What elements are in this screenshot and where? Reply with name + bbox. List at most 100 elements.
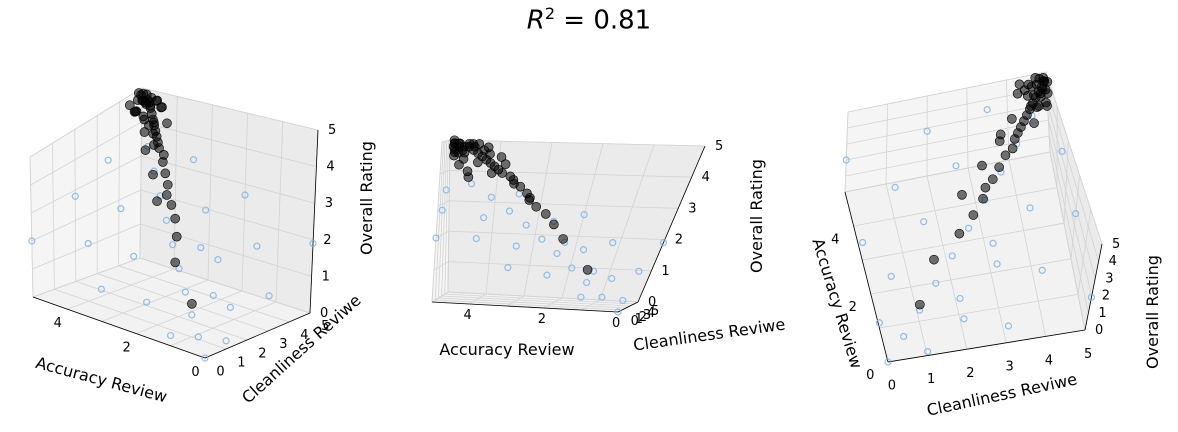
- z-tick-label: 5: [1112, 237, 1120, 252]
- x-axis-label: Accuracy Review: [439, 340, 574, 359]
- predicted-point: [265, 292, 273, 300]
- observed-point: [582, 265, 593, 275]
- predicted-point: [505, 207, 514, 215]
- grid-line: [438, 141, 446, 299]
- predicted-point: [989, 239, 997, 247]
- predicted-point: [964, 224, 973, 232]
- observed-point: [496, 152, 507, 162]
- x-tick-label: 4: [54, 316, 62, 331]
- y-tick-label: 1: [635, 312, 643, 327]
- predicted-point: [226, 303, 234, 311]
- z-tick-label: 0: [648, 295, 656, 310]
- predicted-point: [993, 260, 1001, 268]
- predicted-point: [166, 331, 175, 340]
- x-tick-label: 2: [538, 312, 546, 327]
- observed-point: [133, 88, 144, 98]
- predicted-point: [1087, 293, 1096, 301]
- y-tick-label: 0: [216, 364, 224, 379]
- predicted-point: [309, 239, 317, 248]
- observed-point: [473, 157, 483, 168]
- z-tick-label: 4: [1109, 254, 1117, 269]
- grid-line: [1045, 71, 1103, 245]
- x-tick-label: 0: [612, 316, 620, 331]
- observed-point: [531, 201, 542, 212]
- grid-line: [275, 121, 284, 303]
- observed-point: [158, 157, 168, 167]
- y-tick-label: 2: [966, 366, 974, 381]
- predicted-point: [900, 332, 908, 341]
- observed-point: [954, 228, 965, 239]
- grid-line: [966, 87, 969, 169]
- grid-line: [599, 144, 655, 301]
- grid-line: [885, 103, 888, 185]
- y-tick-label: 0: [888, 378, 896, 393]
- observed-point: [162, 118, 172, 129]
- grid-line: [1048, 119, 1093, 296]
- predicted-point: [522, 221, 530, 229]
- y-tick-label: 5: [321, 319, 329, 334]
- observed-point: [968, 210, 979, 220]
- grid-line: [523, 142, 553, 297]
- predicted-point: [28, 237, 36, 245]
- y-axis-label: Cleanliness Reviwe: [925, 369, 1079, 419]
- observed-point: [1035, 88, 1046, 99]
- x-axis-label: Accuracy Review: [34, 353, 170, 406]
- grid-line: [207, 104, 213, 281]
- predicted-point: [1072, 210, 1080, 218]
- grid-line: [967, 167, 1007, 343]
- predicted-point: [438, 206, 446, 214]
- observed-point: [525, 193, 535, 203]
- y-tick-label: 4: [1045, 353, 1053, 368]
- grid-line: [1077, 209, 1092, 295]
- observed-point: [156, 102, 166, 113]
- grid-line: [879, 294, 1079, 329]
- grid-line: [141, 87, 319, 131]
- predicted-point: [71, 192, 79, 200]
- predicted-point: [842, 156, 850, 164]
- predicted-point: [1038, 266, 1046, 274]
- z-tick-label: 1: [322, 269, 330, 284]
- title-superscript: 2: [544, 4, 556, 23]
- predicted-point: [580, 211, 588, 219]
- observed-point: [486, 168, 497, 178]
- observed-point: [458, 145, 468, 155]
- predicted-point: [923, 127, 931, 135]
- y-tick-label: 0: [631, 314, 639, 329]
- predicted-point: [887, 272, 895, 280]
- y-tick-label: 3: [279, 337, 287, 352]
- grid-line: [101, 279, 209, 322]
- z-tick-label: 0: [320, 306, 328, 321]
- z-tick-label: 2: [675, 233, 683, 248]
- observed-point: [1007, 114, 1017, 124]
- predicted-point: [222, 337, 230, 345]
- observed-point: [166, 200, 177, 210]
- predicted-point: [598, 293, 606, 301]
- grid-line: [136, 290, 243, 334]
- predicted-point: [117, 205, 125, 213]
- grid-line: [31, 189, 141, 242]
- observed-point: [144, 120, 154, 131]
- z-axis-label: Overall Rating: [357, 141, 376, 255]
- predicted-point: [920, 218, 928, 226]
- x-tick-label: 2: [123, 340, 131, 355]
- observed-point: [1029, 118, 1039, 128]
- predicted-point: [201, 354, 209, 362]
- grid-line: [1048, 135, 1089, 313]
- predicted-point: [181, 288, 189, 296]
- grid-line: [885, 183, 928, 356]
- grid-line: [435, 230, 449, 239]
- grid-line: [30, 121, 142, 186]
- title-prefix: R: [526, 5, 545, 36]
- x-axis-line: [431, 301, 619, 313]
- grid-line: [438, 297, 627, 309]
- observed-point: [497, 168, 507, 178]
- predicted-point: [952, 162, 960, 170]
- y-tick-label: 4: [647, 306, 655, 321]
- predicted-point: [512, 242, 520, 250]
- grid-line: [1049, 151, 1086, 331]
- observed-point: [152, 196, 162, 207]
- y-axis-line: [887, 329, 1086, 363]
